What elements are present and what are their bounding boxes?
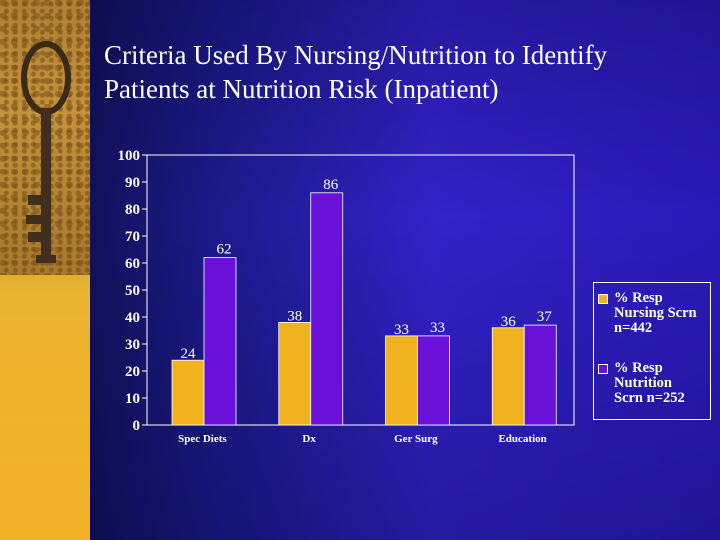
data-label-series-2: 33 — [430, 320, 445, 336]
data-label-series-1: 38 — [287, 308, 302, 324]
y-tick-label: 90 — [125, 175, 140, 191]
decorative-side-strip — [0, 0, 90, 540]
data-label-series-2: 37 — [537, 309, 553, 325]
y-tick-label: 10 — [125, 391, 140, 407]
bar-series-1 — [491, 327, 525, 426]
data-label-series-1: 36 — [501, 314, 517, 330]
y-tick-label: 60 — [125, 256, 140, 272]
bar-series-1 — [278, 321, 312, 426]
legend-series-1-line-2: Nursing Scrn — [614, 305, 697, 321]
y-tick-label: 80 — [125, 202, 140, 218]
legend-series-2-line-1: % Resp — [614, 360, 663, 376]
data-label-series-2: 62 — [217, 242, 232, 258]
bar-series-1 — [171, 359, 205, 426]
y-tick-label: 50 — [125, 283, 140, 299]
legend-series-2-line-2: Nutrition — [614, 375, 672, 391]
legend-series-1-line-1: % Resp — [614, 290, 663, 306]
y-tick-label: 30 — [125, 337, 140, 353]
bar-series-2 — [417, 335, 450, 426]
y-tick-label: 40 — [125, 310, 140, 326]
y-tick-label: 100 — [118, 148, 141, 164]
y-tick-label: 20 — [125, 364, 140, 380]
legend-item-series-1: % Resp Nursing Scrn n=442 — [598, 291, 710, 336]
y-tick-label: 0 — [133, 418, 141, 434]
slide-title: Criteria Used By Nursing/Nutrition to Id… — [104, 38, 714, 106]
y-tick-label: 70 — [125, 229, 140, 245]
bar-series-1 — [385, 335, 418, 426]
x-category-label: Education — [498, 433, 546, 445]
key-icon — [21, 41, 71, 263]
legend-series-2-line-3: Scrn n=252 — [614, 390, 685, 406]
data-label-series-1: 33 — [394, 322, 409, 338]
legend-swatch-series-2 — [598, 364, 608, 374]
legend-item-series-2: % Resp Nutrition Scrn n=252 — [598, 361, 710, 406]
data-label-series-1: 24 — [181, 346, 197, 362]
bar-series-2 — [203, 257, 237, 426]
bar-series-2 — [523, 324, 557, 426]
chart-bars — [171, 192, 557, 426]
x-category-label: Dx — [302, 433, 316, 445]
data-label-series-2: 86 — [323, 177, 339, 193]
legend-swatch-series-1 — [598, 294, 608, 304]
x-category-label: Ger Surg — [394, 433, 438, 445]
chart-plot-area — [142, 154, 575, 426]
title-line-1: Criteria Used By Nursing/Nutrition to Id… — [104, 40, 608, 70]
chart-legend: % Resp Nursing Scrn n=442 % Resp Nutriti… — [593, 282, 711, 420]
x-category-label: Spec Diets — [178, 433, 227, 445]
legend-series-1-line-3: n=442 — [614, 320, 653, 336]
chart-labels: 0 10 20 30 40 50 60 70 80 90 100 24 62 Spec Diets 38 86… — [118, 148, 553, 445]
bar-series-2 — [310, 192, 344, 426]
title-line-2: Patients at Nutrition Risk (Inpatient) — [104, 74, 499, 104]
